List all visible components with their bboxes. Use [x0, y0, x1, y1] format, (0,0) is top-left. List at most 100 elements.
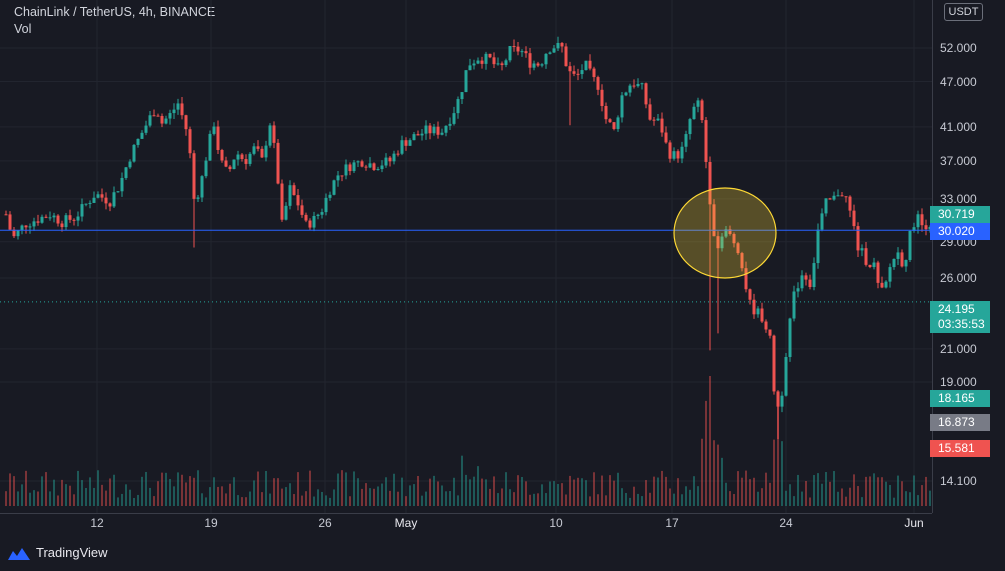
volume-bar: [249, 491, 251, 506]
candle-body: [836, 195, 840, 197]
price-tag: 16.873: [930, 414, 990, 431]
volume-bar: [805, 480, 807, 506]
candle-body: [576, 73, 580, 75]
x-tick-label: May: [394, 516, 418, 530]
volume-bar: [861, 497, 863, 506]
volume-bar: [401, 477, 403, 506]
candle-body: [32, 221, 36, 227]
candle-body: [164, 118, 168, 124]
volume-bar: [417, 475, 419, 506]
candle-body: [244, 159, 248, 164]
volume-bar: [377, 486, 379, 506]
currency-badge[interactable]: USDT: [944, 3, 983, 21]
volume-bar: [381, 483, 383, 506]
brand-logo[interactable]: TradingView: [8, 545, 108, 560]
candle-body: [428, 125, 432, 134]
volume-bar: [333, 489, 335, 506]
candle-body: [688, 119, 692, 135]
candle-body: [348, 164, 352, 172]
volume-bar: [881, 477, 883, 506]
candle-body: [732, 234, 736, 244]
volume-bar: [97, 470, 99, 506]
volume-bar: [209, 487, 211, 506]
candle-body: [104, 197, 108, 204]
volume-bar: [77, 470, 79, 506]
time-axis[interactable]: [0, 513, 932, 531]
volume-bar: [649, 492, 651, 506]
price-tag: 30.719: [930, 206, 990, 223]
candle-body: [540, 64, 544, 66]
x-tick-label: 17: [665, 516, 679, 530]
volume-bar: [521, 476, 523, 506]
candle-body: [760, 308, 764, 322]
volume-bar: [677, 478, 679, 506]
volume-bar: [145, 471, 147, 506]
candle-body: [776, 391, 780, 407]
candle-body: [36, 221, 40, 223]
candle-body: [220, 149, 224, 161]
candle-body: [644, 83, 648, 105]
volume-bar: [585, 480, 587, 506]
volume-bar: [893, 497, 895, 506]
volume-bar: [889, 484, 891, 506]
volume-bar: [549, 481, 551, 506]
candle-body: [824, 198, 828, 214]
candle-body: [380, 165, 384, 170]
candle-body: [816, 229, 820, 264]
volume-bar: [473, 476, 475, 506]
candle-body: [100, 194, 104, 198]
volume-bar: [569, 475, 571, 506]
candle-body: [900, 252, 904, 267]
candle-body: [388, 157, 392, 162]
candle-body: [408, 140, 412, 146]
candle-body: [868, 264, 872, 268]
volume-bar: [261, 492, 263, 506]
countdown-label: 03:35:53: [938, 317, 985, 331]
candle-body: [484, 53, 488, 64]
candle-body: [636, 83, 640, 87]
volume-bar: [281, 488, 283, 506]
volume-bar: [789, 484, 791, 506]
volume-bar: [233, 477, 235, 506]
volume-bar: [497, 493, 499, 506]
candle-body: [76, 216, 80, 221]
candle-body: [308, 220, 312, 228]
volume-bar: [177, 472, 179, 506]
volume-bar: [693, 476, 695, 506]
volume-bar: [21, 484, 23, 506]
volume-bar: [673, 493, 675, 506]
candle-body: [412, 134, 416, 141]
volume-bar: [73, 494, 75, 506]
candle-body: [24, 225, 28, 228]
volume-bar: [61, 479, 63, 506]
candle-body: [464, 70, 468, 93]
volume-bar: [241, 497, 243, 506]
price-tag: 15.581: [930, 440, 990, 457]
candle-body: [316, 214, 320, 216]
volume-bar: [541, 484, 543, 506]
candle-body: [916, 214, 920, 228]
candle-body: [64, 215, 68, 228]
candle-body: [708, 161, 712, 205]
volume-bar: [681, 494, 683, 506]
y-tick-label: 19.000: [940, 375, 977, 390]
volume-bar: [461, 455, 463, 506]
candle-body: [884, 281, 888, 288]
volume-bar: [837, 491, 839, 506]
candle-body: [336, 175, 340, 181]
candle-body: [676, 151, 680, 159]
volume-bar: [229, 483, 231, 506]
candle-body: [296, 195, 300, 206]
symbol-title[interactable]: ChainLink / TetherUS, 4h, BINANCE: [14, 5, 216, 19]
candle-body: [312, 215, 316, 228]
volume-bar: [389, 490, 391, 506]
candle-body: [460, 92, 464, 100]
candle-body: [208, 133, 212, 161]
volume-bar: [705, 400, 707, 506]
candle-body: [288, 185, 292, 206]
price-chart[interactable]: [0, 0, 932, 513]
price-axis[interactable]: [932, 0, 1005, 513]
volume-label[interactable]: Vol: [14, 22, 32, 36]
candle-body: [512, 46, 516, 48]
volume-bar: [749, 479, 751, 506]
